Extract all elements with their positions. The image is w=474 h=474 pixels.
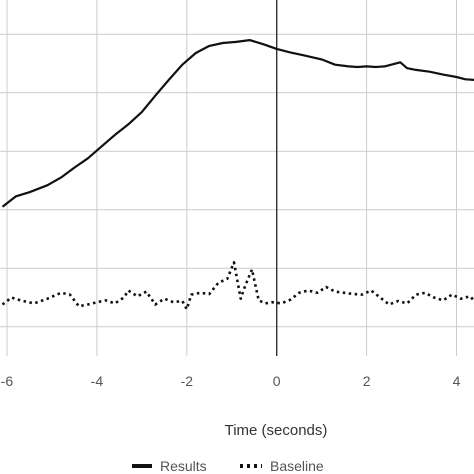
legend-baseline-label: Baseline (270, 458, 324, 474)
x-tick-labels: -6 -4 -2 0 2 4 (1, 373, 461, 389)
x-tick-label: -4 (91, 373, 104, 389)
x-tick-label: -6 (1, 373, 14, 389)
series-layer (1, 38, 474, 311)
grid (0, 0, 474, 356)
x-tick-label: 4 (453, 373, 461, 389)
legend-results-label: Results (160, 458, 207, 474)
x-tick-label: 0 (273, 373, 281, 389)
series-line-results (1, 38, 474, 208)
x-tick-label: -2 (181, 373, 194, 389)
legend: Results Baseline (132, 458, 324, 474)
x-tick-label: 2 (363, 373, 371, 389)
series-line-baseline (1, 261, 474, 311)
x-axis-title: Time (seconds) (225, 422, 328, 439)
